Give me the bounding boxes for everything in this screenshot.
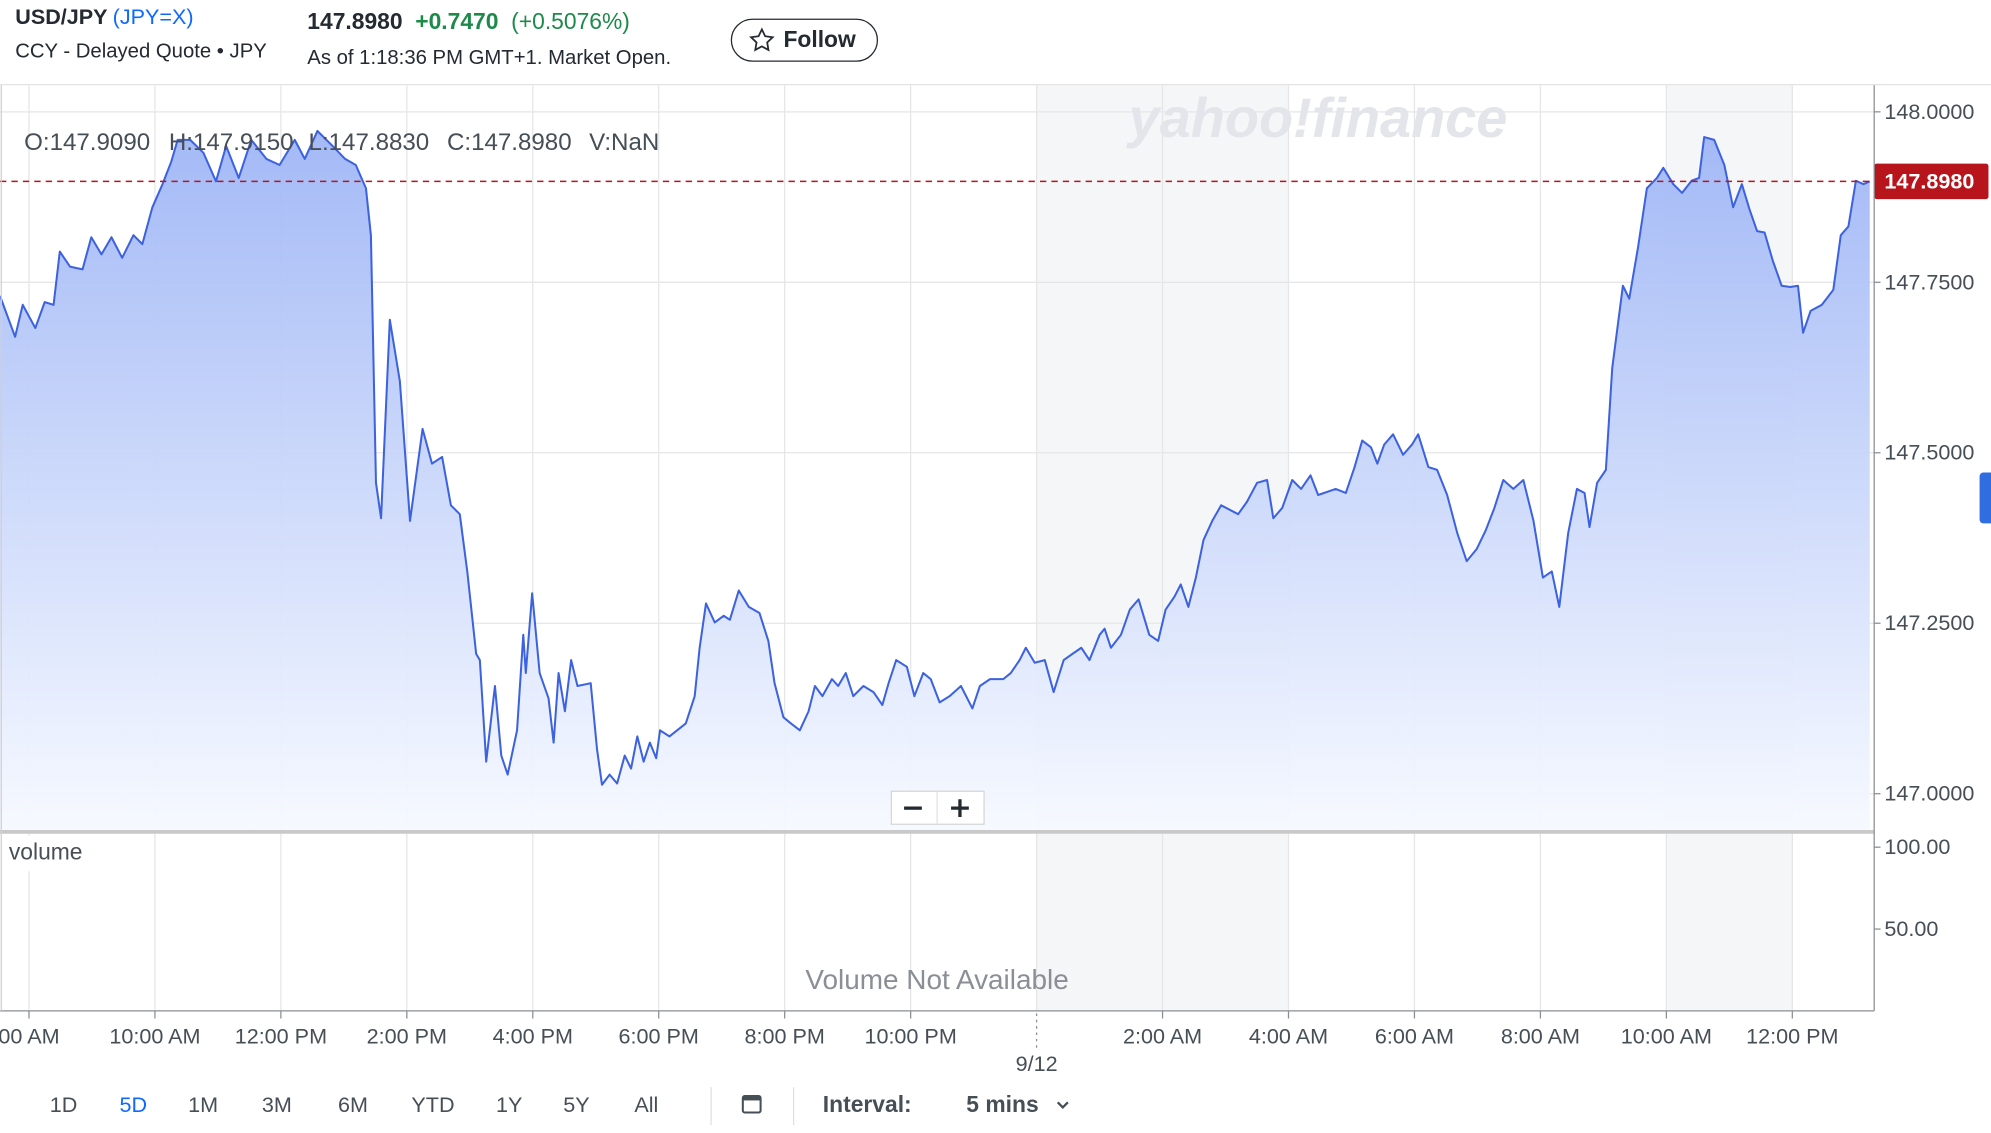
symbol: USD/JPY (JPY=X) [15,4,193,29]
calendar-icon[interactable] [741,1094,762,1114]
x-tick-label: 4:00 PM [493,1023,573,1048]
interval-label: Interval: [823,1091,912,1117]
follow-button[interactable]: Follow [730,18,879,62]
y-tick-label: 147.0000 [1884,781,1974,806]
price: 147.8980 +0.7470 (+0.5076%) [307,8,630,34]
price-change-percent: (+0.5076%) [511,8,630,34]
price-line [0,129,1871,786]
x-tick-label: 4:00 AM [1249,1023,1328,1048]
y-tick-label: 147.5000 [1884,440,1974,465]
price-value: 147.8980 [307,8,402,34]
range-button[interactable]: All [634,1092,658,1117]
ohlc-value: V:NaN [589,129,659,156]
x-tick-label: 00 AM [0,1023,60,1048]
ohlc-value: H:147.9150 [169,129,294,156]
zoom-in[interactable] [951,799,969,818]
x-tick-label: 8:00 PM [744,1023,824,1048]
volume-y-tick-label: 100.00 [1884,834,1950,859]
star-icon[interactable] [749,27,775,52]
last-price-label: 147.8980 [1884,168,1974,193]
x-tick-label: 10:00 AM [1621,1023,1712,1048]
date-tick-label: 9/12 [1016,1051,1058,1076]
ohlc-value: C:147.8980 [447,129,572,156]
x-tick-label: 2:00 PM [367,1023,447,1048]
y-tick-label: 147.7500 [1884,269,1974,294]
side-tab[interactable] [1979,472,1991,524]
x-tick-label: 12:00 PM [235,1023,327,1048]
range-button-selected[interactable]: 5D [120,1092,148,1117]
ohlc-value: O:147.9090 [24,129,150,156]
volume-label: volume [9,838,83,864]
symbol-code: (JPY=X) [113,4,194,29]
range-button[interactable]: 1Y [496,1092,522,1117]
range-button[interactable]: 3M [262,1092,292,1117]
range-button[interactable]: 5Y [563,1092,589,1117]
last-price-box [1874,163,1989,200]
symbol-name: USD/JPY [15,4,108,29]
calendar-top[interactable] [742,1095,761,1101]
subtitle: CCY - Delayed Quote • JPY [15,41,267,63]
range-button[interactable]: YTD [411,1092,454,1117]
x-tick-label: 2:00 AM [1123,1023,1202,1048]
zoom-controls [890,790,985,825]
price-change: +0.7470 [415,8,498,34]
x-tick-label: 8:00 AM [1501,1023,1580,1048]
range-button[interactable]: 6M [338,1092,368,1117]
interval-chevron[interactable] [1056,1101,1069,1110]
watermark: yahoo!finance [1126,86,1508,149]
zoom-out[interactable] [904,806,922,810]
follow-label[interactable]: Follow [783,26,856,52]
x-tick-label: 10:00 PM [864,1023,956,1048]
range-button[interactable]: 1D [50,1092,78,1117]
volume-y-tick-label: 50.00 [1884,916,1938,941]
x-tick-label: 6:00 AM [1375,1023,1454,1048]
x-tick-label: 6:00 PM [619,1023,699,1048]
price-area [0,130,1870,832]
y-tick-label: 148.0000 [1884,99,1974,124]
ohlc-value: L:147.8830 [309,129,430,156]
x-tick-label: 10:00 AM [109,1023,200,1048]
y-tick-label: 147.2500 [1884,610,1974,635]
volume-message: Volume Not Available [805,964,1068,995]
x-tick-label: 12:00 PM [1746,1023,1838,1048]
volume-label-bg [3,835,103,872]
interval-value[interactable]: 5 mins [966,1091,1038,1117]
range-button[interactable]: 1M [188,1092,218,1117]
as-of: As of 1:18:36 PM GMT+1. Market Open. [307,47,671,69]
